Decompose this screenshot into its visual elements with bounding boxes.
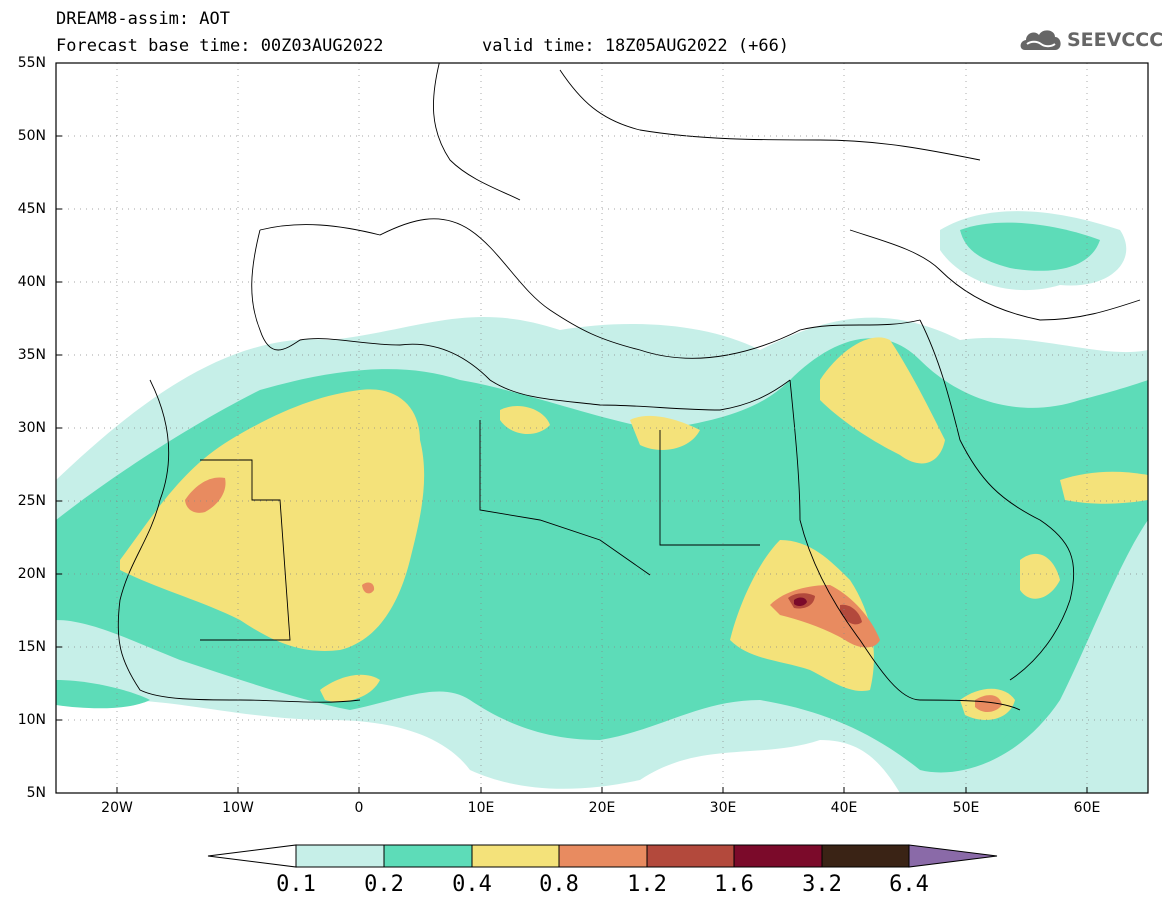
lon-label: 30E [709,800,737,816]
tick-marks [56,62,1088,794]
colorbar-swatch [558,844,648,868]
colorbar-swatch [383,844,473,868]
lon-label: 60E [1073,800,1101,816]
lon-label: 10E [467,800,495,816]
lat-label: 55N [17,55,46,71]
colorbar-swatch [733,844,823,868]
lon-label: 0 [354,800,364,816]
aot-band-1.6 [794,597,807,607]
product-title: DREAM8-assim: AOT [56,9,230,29]
lat-label: 35N [17,347,46,363]
colorbar-label: 0.2 [364,872,404,897]
colorbar-label: 1.6 [714,872,754,897]
colorbar-swatch [646,844,735,868]
coastlines [117,63,1141,711]
lat-label: 5N [26,785,46,801]
lat-label: 25N [17,493,46,509]
valid-time: valid time: 18Z05AUG2022 (+66) [482,36,790,56]
colorbar-swatch [471,844,560,868]
lat-label: 15N [17,639,46,655]
colorbar-label: 3.2 [802,872,842,897]
grid [56,63,1148,793]
lon-label: 50E [952,800,980,816]
lat-label: 40N [17,274,46,290]
colorbar-label: 6.4 [889,872,929,897]
colorbar-label: 0.8 [539,872,579,897]
logo-text: SEEVCCC [1067,29,1164,51]
lat-label: 30N [17,420,46,436]
seevccc-logo: SEEVCCC [1017,24,1163,56]
lat-label: 45N [17,201,46,217]
colorbar-label: 0.1 [276,872,316,897]
forecast-base-time: Forecast base time: 00Z03AUG2022 [56,36,384,56]
lat-label: 10N [17,712,46,728]
lat-label: 50N [17,128,46,144]
lon-label: 10W [222,800,254,816]
colorbar-low-arrow [207,844,297,868]
colorbar-label: 1.2 [627,872,667,897]
colorbar [207,844,998,868]
lon-label: 20W [101,800,133,816]
lon-label: 20E [588,800,616,816]
lon-label: 40E [830,800,858,816]
aot-band-0.4 [120,337,1148,720]
colorbar-swatch [295,844,385,868]
colorbar-label: 0.4 [452,872,492,897]
colorbar-high-arrow [908,844,998,868]
colorbar-swatch [821,844,910,868]
lat-label: 20N [17,566,46,582]
cloud-icon [1020,30,1061,50]
